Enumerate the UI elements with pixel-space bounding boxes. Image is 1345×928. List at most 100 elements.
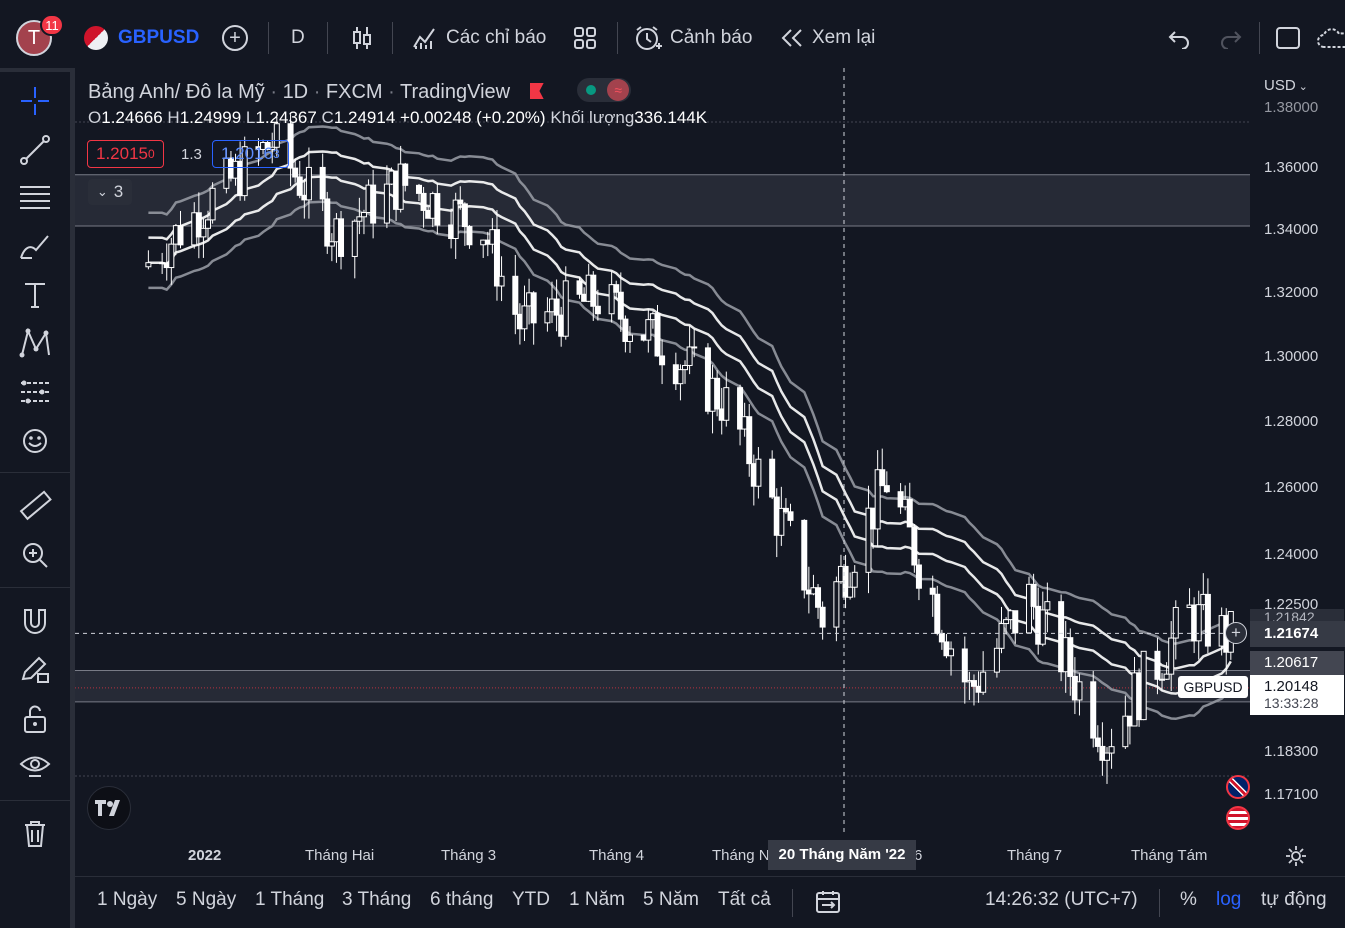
hide-drawings-tool[interactable] (16, 747, 54, 785)
candle (961, 636, 968, 704)
candle (915, 558, 922, 601)
ruler-tool[interactable] (16, 487, 54, 525)
candle (521, 285, 528, 342)
price-tick: 1.36000 (1264, 159, 1319, 176)
gb-flag-icon[interactable] (1226, 775, 1250, 799)
range-1m-button[interactable]: 1 Tháng (255, 889, 325, 910)
candle-body (1030, 583, 1037, 607)
range-1y-button[interactable]: 1 Năm (569, 889, 625, 910)
candle (929, 575, 936, 617)
tradingview-logo[interactable] (87, 786, 131, 830)
candlestick-chart[interactable] (75, 68, 1250, 836)
prediction-tool[interactable] (16, 374, 54, 412)
candle (654, 304, 661, 357)
candle (1030, 573, 1037, 620)
candle (415, 183, 422, 202)
candle (970, 674, 977, 706)
range-all-button[interactable]: Tất cả (718, 889, 771, 910)
emoji-tool[interactable] (16, 422, 54, 460)
magnet-tool[interactable] (16, 602, 54, 640)
redo-button[interactable] (1219, 22, 1243, 54)
price-scale[interactable]: USD ⌄ 1.38000 1.36000 1.34000 1.32000 1.3… (1250, 68, 1345, 836)
brush-tool[interactable] (16, 228, 54, 266)
buy-button[interactable]: 1.2016 3 (212, 140, 289, 168)
add-symbol-button[interactable]: + (222, 22, 248, 54)
candle-body (626, 334, 633, 342)
interval-button[interactable]: D (291, 27, 305, 48)
lock-drawing-tool[interactable] (16, 650, 54, 688)
templates-button[interactable] (573, 22, 597, 54)
alerts-button[interactable]: Cảnh báo (634, 22, 752, 54)
candle (544, 297, 551, 332)
fib-tool[interactable] (16, 179, 54, 217)
sell-button[interactable]: 1.2015 0 (87, 140, 164, 168)
range-6m-button[interactable]: 6 tháng (430, 889, 494, 910)
smiley-icon (23, 429, 47, 453)
auto-scale-toggle[interactable]: tự động (1261, 889, 1327, 910)
us-flag-icon[interactable] (1226, 806, 1250, 830)
crosshair-price-label: 1.21674 (1250, 621, 1345, 647)
candle-body (787, 511, 794, 521)
candle-body (145, 262, 152, 268)
chevron-down-icon: ⌄ (96, 184, 108, 199)
layout-button[interactable] (1275, 22, 1301, 54)
candle (1012, 610, 1019, 644)
indicators-icon (413, 28, 435, 49)
plus-icon: + (1231, 623, 1241, 642)
candle-body (755, 458, 762, 487)
pattern-tool[interactable] (16, 324, 54, 362)
candle (324, 191, 331, 254)
remove-drawings-tool[interactable] (16, 815, 54, 853)
lock-all-tool[interactable] (16, 700, 54, 738)
time-tick: Tháng 3 (441, 847, 497, 864)
range-1d-button[interactable]: 1 Ngày (97, 889, 158, 910)
range-ytd-button[interactable]: YTD (512, 889, 550, 910)
indicators-button[interactable]: Các chỉ báo (412, 22, 546, 54)
collapse-indicators-button[interactable]: ⌄ 3 (88, 179, 132, 205)
price-tick: 1.38000 (1264, 99, 1319, 116)
time-scale[interactable]: 2022 Tháng Hai Tháng 3 Tháng 4 Tháng N 6… (75, 836, 1250, 876)
candle-body (608, 284, 615, 315)
candle-body (383, 183, 390, 224)
range-5y-button[interactable]: 5 Năm (643, 889, 699, 910)
cloud-icon (1317, 28, 1345, 48)
crosshair-tool[interactable] (16, 82, 54, 120)
candle (842, 554, 849, 609)
candle (356, 197, 363, 235)
market-status-toggle[interactable]: ≈ (577, 78, 632, 102)
candle (273, 116, 280, 157)
currency-selector[interactable]: USD ⌄ (1264, 77, 1308, 94)
settings-gear-icon[interactable] (1285, 845, 1307, 867)
trend-line-icon (20, 135, 50, 165)
candle-body (691, 346, 698, 349)
log-scale-toggle[interactable]: log (1216, 889, 1242, 910)
cloud-save-button[interactable] (1316, 22, 1345, 54)
flag-icon (529, 83, 544, 99)
candle-body (590, 274, 597, 307)
candle-body (319, 166, 326, 200)
symbol-price-tag: GBPUSD (1178, 676, 1248, 698)
replay-button[interactable]: Xem lại (780, 22, 875, 54)
legend-symbol-name[interactable]: Bảng Anh/ Đô la Mỹ (88, 81, 265, 103)
trend-line-tool[interactable] (16, 131, 54, 169)
text-tool[interactable] (16, 276, 54, 314)
chart-type-button[interactable] (350, 22, 374, 54)
add-alert-button[interactable]: + (1225, 622, 1247, 644)
candle-body (273, 123, 280, 148)
candle (1094, 725, 1101, 753)
candle-body (737, 387, 744, 430)
time-tick: Tháng 7 (1007, 847, 1063, 864)
chart-pane[interactable]: Bảng Anh/ Đô la Mỹ · 1D · FXCM · Trading… (75, 68, 1250, 836)
candle (351, 219, 358, 279)
percent-scale-toggle[interactable]: % (1180, 889, 1197, 910)
symbol-search[interactable]: GBPUSD (84, 22, 199, 54)
date-range-button[interactable] (815, 889, 841, 920)
candle (608, 271, 615, 323)
candle-body (360, 212, 367, 218)
range-5d-button[interactable]: 5 Ngày (176, 889, 237, 910)
range-3m-button[interactable]: 3 Tháng (342, 889, 412, 910)
zoom-tool[interactable] (16, 536, 54, 574)
undo-button[interactable] (1167, 22, 1191, 54)
candle (1108, 728, 1115, 769)
timezone-clock[interactable]: 14:26:32 (UTC+7) (985, 889, 1138, 910)
